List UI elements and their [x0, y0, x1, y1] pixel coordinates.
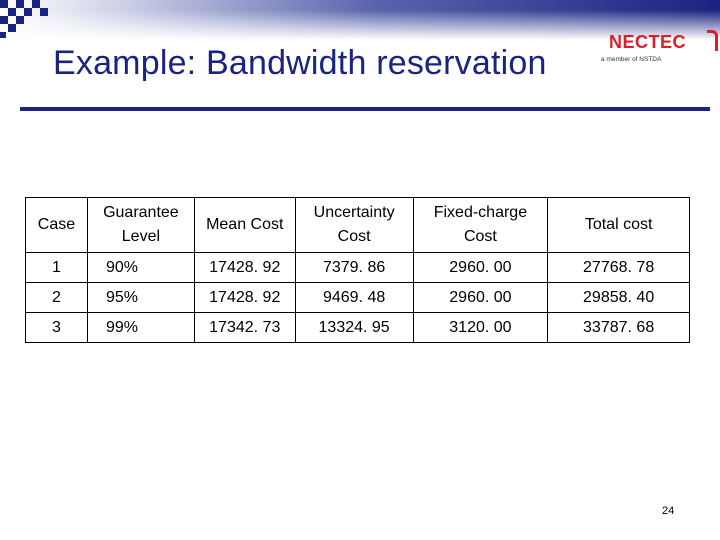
cell-total-cost: 27768. 78	[547, 252, 690, 283]
logo-tagline: a member of NSTDA	[601, 56, 662, 63]
header-band-fade	[0, 0, 720, 40]
table-header-row: Case Guarantee Level Mean Cost Uncertain…	[25, 197, 690, 253]
cell-guarantee-level: 90%	[86, 252, 195, 283]
cell-fixed-charge-cost: 3120. 00	[412, 312, 549, 343]
cell-case: 3	[25, 312, 88, 343]
page-number: 24	[662, 505, 675, 517]
header-guarantee-level: Guarantee Level	[86, 197, 195, 253]
cell-total-cost: 29858. 40	[547, 282, 690, 313]
slide-title: Example: Bandwidth reservation	[53, 44, 547, 82]
header-case: Case	[25, 197, 88, 253]
cell-case: 1	[25, 252, 88, 283]
checker-decoration	[0, 0, 56, 40]
header-uncertainty-cost: Uncertainty Cost	[294, 197, 414, 253]
header-mean-cost: Mean Cost	[193, 197, 296, 253]
cell-mean-cost: 17342. 73	[193, 312, 296, 343]
cell-mean-cost: 17428. 92	[193, 282, 296, 313]
cell-mean-cost: 17428. 92	[193, 252, 296, 283]
table-row: 2 95% 17428. 92 9469. 48 2960. 00 29858.…	[25, 282, 690, 313]
cell-guarantee-level: 95%	[86, 282, 195, 313]
cell-uncertainty-cost: 7379. 86	[294, 252, 414, 283]
logo-wordmark: NECTEC	[609, 32, 687, 52]
header-fixed-charge-cost: Fixed-charge Cost	[412, 197, 549, 253]
table-row: 3 99% 17342. 73 13324. 95 3120. 00 33787…	[25, 312, 690, 343]
cell-uncertainty-cost: 13324. 95	[294, 312, 414, 343]
cell-case: 2	[25, 282, 88, 313]
logo-swoosh-icon	[707, 30, 718, 51]
cell-uncertainty-cost: 9469. 48	[294, 282, 414, 313]
title-underline	[20, 107, 710, 111]
table-row: 1 90% 17428. 92 7379. 86 2960. 00 27768.…	[25, 252, 690, 283]
cell-guarantee-level: 99%	[86, 312, 195, 343]
cell-fixed-charge-cost: 2960. 00	[412, 282, 549, 313]
header-total-cost: Total cost	[547, 197, 690, 253]
cell-total-cost: 33787. 68	[547, 312, 690, 343]
cell-fixed-charge-cost: 2960. 00	[412, 252, 549, 283]
cost-table: Case Guarantee Level Mean Cost Uncertain…	[25, 197, 690, 343]
nectec-logo: NECTEC a member of NSTDA	[601, 30, 718, 70]
